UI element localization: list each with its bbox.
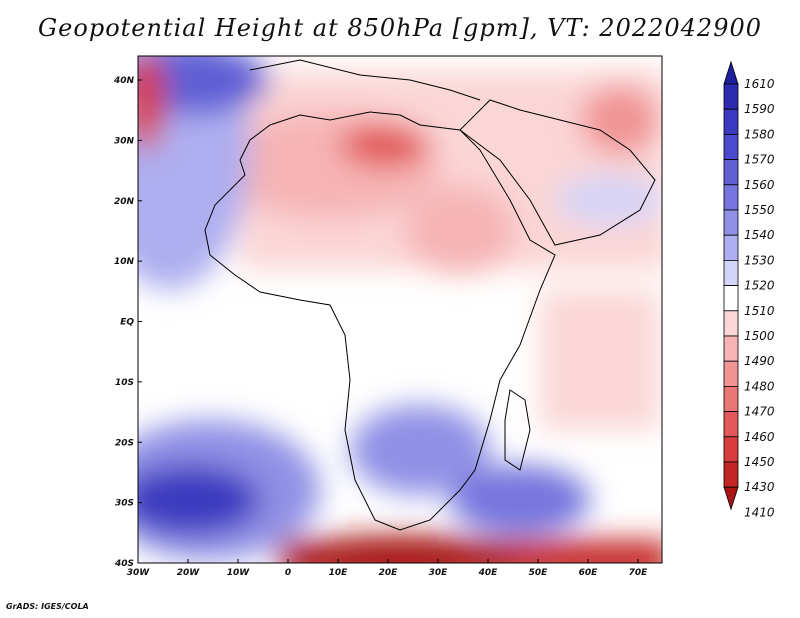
colorbar-label: 1520 <box>744 279 775 293</box>
colorbar-swatch <box>723 108 739 135</box>
lat-label: 30S <box>115 499 134 509</box>
colorbar-label: 1410 <box>744 505 775 519</box>
lon-label: 10W <box>227 568 251 578</box>
lat-label: 40S <box>114 559 134 569</box>
colorbar-label: 1570 <box>744 153 775 167</box>
lon-label: 40E <box>478 568 499 578</box>
colorbar-swatch <box>723 461 739 488</box>
colorbar-swatch <box>723 184 739 211</box>
colorbar-swatch <box>723 259 739 286</box>
colorbar-label: 1610 <box>744 77 775 91</box>
lon-label: 20W <box>177 568 201 578</box>
colorbar-label: 1580 <box>744 127 775 141</box>
colorbar-swatch <box>723 411 739 438</box>
colorbar-label: 1470 <box>744 405 775 419</box>
colorbar-swatch <box>723 385 739 412</box>
colorbar-swatch <box>723 285 739 312</box>
lat-label: 20N <box>114 197 135 207</box>
lon-label: 50E <box>529 568 549 578</box>
map-title: Geopotential Height at 850hPa [gpm], VT:… <box>38 14 762 42</box>
lon-label: 20E <box>379 568 399 578</box>
colorbar-label: 1530 <box>744 253 775 267</box>
lat-label: 20S <box>115 438 134 448</box>
colorbar-label: 1500 <box>744 329 775 343</box>
latitude-labels: 40N 30N 20N 10N EQ 10S 20S 30S 40S <box>113 76 135 569</box>
lat-label: 30N <box>114 136 135 146</box>
colorbar-label: 1480 <box>744 379 775 393</box>
colorbar: 1610 1590 1580 1570 1560 1550 1540 1530 1520 1510… <box>723 60 775 519</box>
credit-text: GrADS: IGES/COLA <box>6 602 89 611</box>
lat-label: 40N <box>113 76 135 86</box>
colorbar-label: 1460 <box>744 430 775 444</box>
colorbar-swatch <box>723 335 739 362</box>
colorbar-arrow-top <box>723 60 739 85</box>
colorbar-swatch <box>723 436 739 463</box>
lon-label: 30W <box>127 568 151 578</box>
colorbar-label: 1590 <box>744 102 775 116</box>
lat-label: 10S <box>115 378 134 388</box>
plot-frame <box>137 55 663 564</box>
longitude-labels: 30W 20W 10W 0 10E 20E 30E 40E 50E 60E 70E <box>127 568 648 578</box>
colorbar-label: 1490 <box>744 354 775 368</box>
colorbar-swatch <box>723 310 739 337</box>
lat-label: EQ <box>120 318 134 328</box>
coastlines <box>204 59 656 531</box>
colorbar-swatch <box>723 360 739 387</box>
lon-label: 70E <box>629 568 649 578</box>
colorbar-label: 1540 <box>744 228 775 242</box>
lon-label: 0 <box>285 568 291 578</box>
colorbar-label: 1550 <box>744 203 775 217</box>
colorbar-label: 1450 <box>744 455 775 469</box>
height-field <box>138 56 662 563</box>
lon-label: 10E <box>329 568 349 578</box>
colorbar-swatch <box>723 83 739 110</box>
colorbar-arrow-bottom <box>723 486 739 511</box>
colorbar-swatch <box>723 209 739 236</box>
lon-label: 30E <box>429 568 449 578</box>
colorbar-swatch <box>723 159 739 186</box>
axis-ticks <box>137 79 639 564</box>
colorbar-label: 1560 <box>744 178 775 192</box>
lon-label: 60E <box>579 568 599 578</box>
colorbar-swatch <box>723 234 739 261</box>
colorbar-label: 1430 <box>744 480 775 494</box>
lat-label: 10N <box>114 257 135 267</box>
colorbar-swatch <box>723 133 739 160</box>
colorbar-label: 1510 <box>744 304 775 318</box>
